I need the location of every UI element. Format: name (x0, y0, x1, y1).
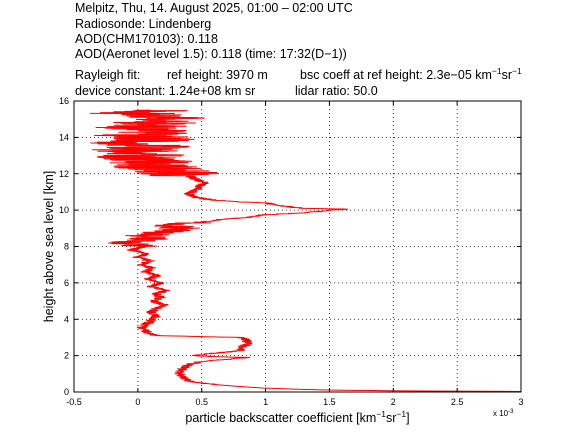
y-tick-label: 16 (59, 96, 69, 106)
x-axis-scale-factor: x 10-3 (493, 409, 514, 418)
x-tick-label: 2 (391, 397, 396, 407)
x-tick-label: 1 (263, 397, 268, 407)
y-tick-label: 14 (59, 132, 69, 142)
y-axis-label: height above sea level [km] (42, 171, 56, 322)
x-tick-label: 0 (135, 397, 140, 407)
x-tick-label: 2.5 (451, 397, 464, 407)
grid-lines (74, 101, 521, 392)
header-radiosonde: Radiosonde: Lindenberg (75, 17, 212, 31)
rayleigh-fit-label: Rayleigh fit: (75, 68, 141, 82)
y-tick-label: 2 (64, 351, 69, 361)
y-tick-label: 0 (64, 387, 69, 397)
header-location-time: Melpitz, Thu, 14. August 2025, 01:00 – 0… (75, 1, 353, 15)
device-constant: device constant: 1.24e+08 km sr (75, 84, 256, 98)
lidar-ratio: lidar ratio: 50.0 (295, 84, 378, 98)
x-axis-label: particle backscatter coefficient [km−1sr… (185, 409, 409, 425)
y-tick-label: 10 (59, 205, 69, 215)
y-tick-label: 6 (64, 278, 69, 288)
ref-height: ref height: 3970 m (167, 68, 268, 82)
x-tick-label: 0.5 (195, 397, 208, 407)
x-tick-label: 1.5 (323, 397, 336, 407)
x-tick-label: -0.5 (66, 397, 82, 407)
y-tick-label: 8 (64, 242, 69, 252)
series-line (90, 109, 522, 392)
y-tick-label: 4 (64, 314, 69, 324)
profile-series (90, 109, 522, 392)
x-tick-label: 3 (518, 397, 523, 407)
header-aod-aeronet: AOD(Aeronet level 1.5): 0.118 (time: 17:… (75, 47, 347, 61)
header-aod-chm: AOD(CHM170103): 0.118 (75, 32, 218, 46)
y-tick-label: 12 (59, 169, 69, 179)
bsc-coeff-ref-height: bsc coeff at ref height: 2.3e−05 km−1sr−… (300, 66, 522, 82)
